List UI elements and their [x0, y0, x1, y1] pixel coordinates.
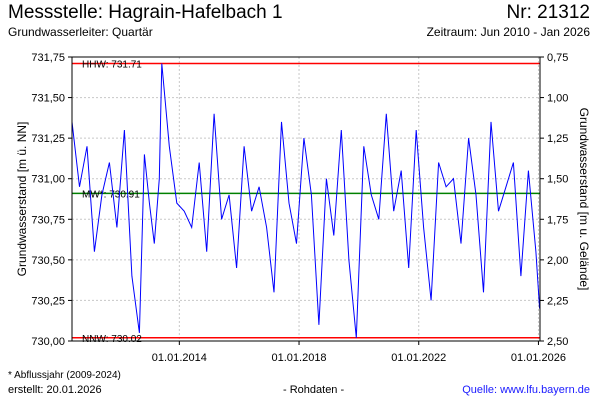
- y2-tick-label: 2,50: [547, 336, 568, 348]
- aquifer-label: Grundwasserleiter: Quartär: [8, 25, 153, 39]
- reference-line-label: NNW: 730.02: [82, 334, 142, 345]
- x-tick-label: 01.01.2022: [391, 352, 446, 364]
- reference-line-label: HHW: 731.71: [82, 59, 142, 70]
- period-label: Zeitraum: Jun 2010 - Jan 2026: [426, 25, 590, 39]
- y2-axis-label: Grundwasserstand [m u. Gelände]: [577, 108, 591, 291]
- y-tick-label: 731,50: [31, 93, 65, 105]
- grid-lines: [72, 56, 540, 342]
- rawdata-label: - Rohdaten -: [283, 384, 345, 396]
- y2-tick-label: 2,25: [547, 295, 568, 307]
- y-tick-label: 730,50: [31, 255, 65, 267]
- y-tick-label: 730,75: [31, 214, 65, 226]
- y2-tick-label: 1,25: [547, 133, 568, 145]
- y2-tick-label: 1,75: [547, 214, 568, 226]
- y2-tick-label: 1,50: [547, 174, 568, 186]
- x-axis-ticks: 01.01.2014 01.01.2018 01.01.2022 01.01.2026: [152, 341, 566, 364]
- y2-tick-label: 2,00: [547, 255, 568, 267]
- chart-title: Messstelle: Hagrain-Hafelbach 1: [8, 2, 283, 23]
- y-tick-label: 731,00: [31, 174, 65, 186]
- y2-tick-label: 0,75: [547, 52, 568, 64]
- y2-tick-label: 1,00: [547, 93, 568, 105]
- source-link[interactable]: Quelle: www.lfu.bayern.de: [462, 384, 590, 396]
- created-date: erstellt: 20.01.2026: [8, 384, 102, 396]
- reference-line-label: MW*: 730.91: [82, 189, 140, 200]
- y-tick-label: 731,25: [31, 133, 65, 145]
- x-tick-label: 01.01.2018: [272, 352, 327, 364]
- y-axis-label: Grundwasserstand [m ü. NN]: [15, 122, 29, 277]
- y2-axis-ticks: 0,75 1,00 1,25 1,50 1,75 2,00 2,25 2,50: [540, 52, 568, 348]
- x-tick-label: 01.01.2026: [511, 352, 566, 364]
- y-tick-label: 731,75: [31, 52, 65, 64]
- y-tick-label: 730,00: [31, 336, 65, 348]
- y-axis-ticks: 731,75 731,50 731,25 731,00 730,75 730,50 730,…: [31, 52, 72, 348]
- series-line: [71, 63, 541, 338]
- reference-lines: HHW: 731.71 MW*: 730.91 NNW: 730.02: [72, 59, 540, 345]
- x-tick-label: 01.01.2014: [152, 352, 207, 364]
- plot-frame: [71, 56, 541, 342]
- y-tick-label: 730,25: [31, 295, 65, 307]
- footnote: * Abflussjahr (2009-2024): [8, 370, 121, 381]
- station-number: Nr: 21312: [506, 2, 590, 23]
